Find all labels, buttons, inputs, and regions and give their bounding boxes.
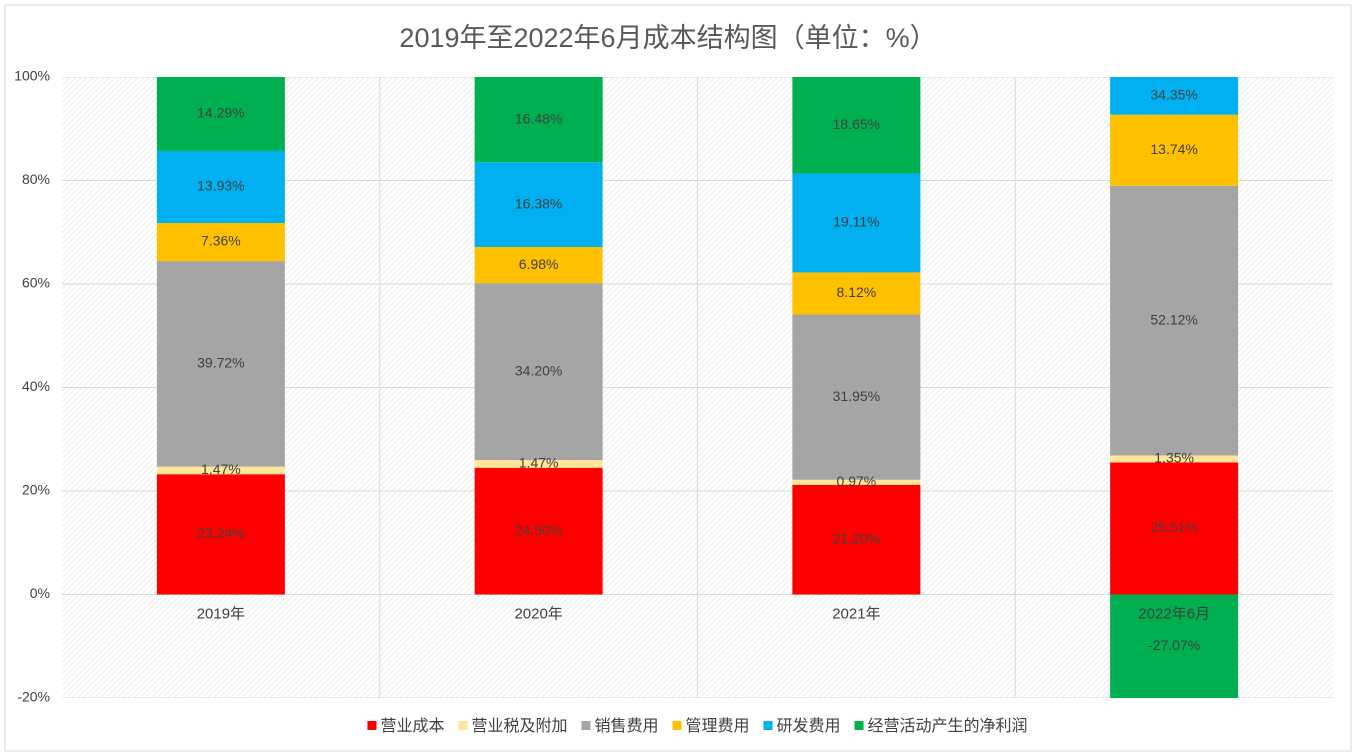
x-tick-label: 2022年6月 (1138, 605, 1210, 622)
bar-segment (156, 474, 285, 595)
bar-segment (792, 479, 921, 485)
legend-item: 营业税及附加 (458, 717, 567, 735)
legend-item: 管理费用 (672, 717, 750, 735)
legend-label: 销售费用 (594, 717, 658, 735)
bar-segment (156, 466, 285, 475)
data-label: 8.12% (837, 284, 877, 300)
data-label: 19.11% (833, 214, 879, 230)
data-label: 21.20% (833, 530, 880, 546)
bar-segment (1110, 77, 1239, 115)
legend-label: 营业税及附加 (471, 717, 567, 735)
data-label: 34.20% (515, 362, 562, 378)
y-tick-label: 100% (14, 68, 50, 84)
data-label: 7.36% (201, 233, 241, 249)
data-label: 23.24% (197, 525, 244, 541)
legend-marker (367, 721, 377, 730)
data-label: 13.93% (197, 178, 244, 194)
data-label: 13.74% (1150, 141, 1197, 157)
bar-segment (792, 272, 921, 315)
legend-label: 研发费用 (777, 717, 841, 735)
bar-segment (792, 314, 921, 480)
chart-title: 2019年至2022年6月成本结构图（单位：%） (399, 23, 936, 53)
y-tick-label: 0% (30, 585, 50, 601)
bar-segment (474, 77, 603, 163)
bar-segment (792, 77, 921, 174)
legend-marker (581, 721, 591, 730)
legend-marker (458, 721, 468, 730)
data-label: 18.65% (833, 116, 880, 132)
x-tick-label: 2019年 (197, 605, 245, 622)
bar-segment (474, 162, 603, 247)
legend-item: 研发费用 (763, 717, 841, 735)
data-label: 14.29% (197, 105, 244, 121)
y-tick-label: 60% (22, 275, 50, 291)
data-label: -27.07% (1148, 637, 1200, 653)
legend-label: 营业成本 (380, 717, 444, 735)
data-label: 31.95% (833, 388, 880, 404)
legend-marker (854, 721, 864, 730)
data-label: 39.72% (197, 355, 244, 371)
data-label: 52.12% (1150, 311, 1197, 327)
legend-marker (763, 721, 773, 730)
legend: 营业成本 营业税及附加 销售费用 管理费用 研发费用 经营活动产生的净利润 (367, 717, 1028, 735)
data-label: 34.35% (1150, 87, 1197, 103)
data-label: 24.50% (515, 522, 562, 538)
y-tick-label: 80% (22, 171, 50, 187)
labels: -20% 0% 20% 40% 60% 80% 100% 23.24% 1.47% 39.72% 7… (14, 68, 1210, 705)
bar-segment (1110, 114, 1239, 186)
legend-item: 营业成本 (367, 717, 444, 735)
legend-marker (672, 721, 682, 730)
legend-label: 管理费用 (686, 717, 750, 735)
legend-item: 经营活动产生的净利润 (854, 717, 1028, 735)
bar-segment (474, 460, 603, 468)
bar-segment (474, 283, 603, 461)
legend-item: 销售费用 (581, 717, 659, 735)
bar-segment (474, 467, 603, 595)
data-label: 16.48% (515, 110, 562, 126)
bar-segment (1110, 594, 1239, 698)
bar-segment (156, 150, 285, 223)
data-label: 1.47% (519, 455, 559, 471)
bar-segment (792, 173, 921, 273)
legend-label: 经营活动产生的净利润 (868, 717, 1028, 735)
y-tick-label: 40% (22, 378, 50, 394)
y-tick-label: -20% (17, 689, 50, 705)
bar-segment (792, 484, 921, 595)
data-label: 6.98% (519, 256, 559, 272)
data-label: 16.38% (515, 195, 562, 211)
x-tick-label: 2021年 (832, 605, 880, 622)
data-label: 0.97% (837, 473, 877, 489)
bar-segment (1110, 462, 1239, 595)
bar-segment (156, 222, 285, 262)
data-label: 1.35% (1154, 450, 1194, 466)
plot (62, 77, 1333, 698)
data-label: 1.47% (201, 461, 241, 477)
bar-segment (156, 261, 285, 467)
bar-segment (1110, 185, 1239, 456)
data-label: 25.51% (1150, 519, 1197, 535)
y-tick-label: 20% (22, 482, 50, 498)
bar-segment (156, 77, 285, 151)
x-tick-label: 2020年 (514, 605, 562, 622)
bar-segment (474, 246, 603, 284)
bar-segment (1110, 455, 1239, 463)
